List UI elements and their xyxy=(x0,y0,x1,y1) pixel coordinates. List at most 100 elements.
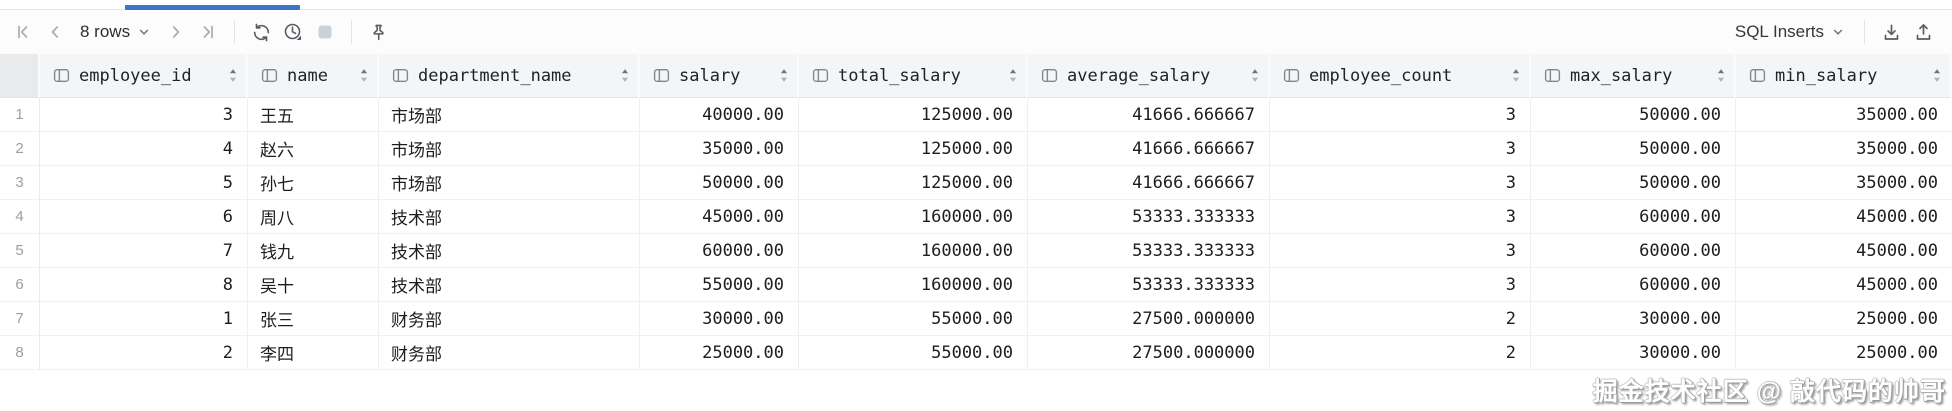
cell-department_name[interactable]: 市场部 xyxy=(379,166,640,200)
cell-department_name[interactable]: 财务部 xyxy=(379,302,640,336)
cell-name[interactable]: 王五 xyxy=(248,98,379,132)
cell-employee_count[interactable]: 3 xyxy=(1270,132,1531,166)
cell-salary[interactable]: 45000.00 xyxy=(640,200,799,234)
cell-total_salary[interactable]: 160000.00 xyxy=(799,268,1028,302)
sort-icon[interactable] xyxy=(1250,68,1260,83)
cell-max_salary[interactable]: 60000.00 xyxy=(1531,234,1736,268)
cell-department_name[interactable]: 市场部 xyxy=(379,98,640,132)
import-data-button[interactable] xyxy=(1908,17,1938,47)
row-number[interactable]: 2 xyxy=(0,132,40,166)
cell-salary[interactable]: 55000.00 xyxy=(640,268,799,302)
cell-salary[interactable]: 25000.00 xyxy=(640,336,799,370)
sort-icon[interactable] xyxy=(1511,68,1521,83)
cell-average_salary[interactable]: 53333.333333 xyxy=(1028,200,1270,234)
row-number[interactable]: 7 xyxy=(0,302,40,336)
cell-total_salary[interactable]: 125000.00 xyxy=(799,166,1028,200)
cell-employee_id[interactable]: 3 xyxy=(40,98,248,132)
cell-average_salary[interactable]: 27500.000000 xyxy=(1028,302,1270,336)
sort-icon[interactable] xyxy=(1932,68,1942,83)
sort-icon[interactable] xyxy=(779,68,789,83)
cell-department_name[interactable]: 财务部 xyxy=(379,336,640,370)
cell-employee_count[interactable]: 2 xyxy=(1270,336,1531,370)
pin-tab-button[interactable] xyxy=(363,17,393,47)
row-number[interactable]: 1 xyxy=(0,98,40,132)
stop-button[interactable] xyxy=(310,17,340,47)
cell-department_name[interactable]: 技术部 xyxy=(379,234,640,268)
column-header-name[interactable]: name xyxy=(248,54,379,98)
next-page-button[interactable] xyxy=(161,17,191,47)
cell-total_salary[interactable]: 160000.00 xyxy=(799,234,1028,268)
cell-max_salary[interactable]: 30000.00 xyxy=(1531,302,1736,336)
cell-min_salary[interactable]: 35000.00 xyxy=(1736,166,1952,200)
cell-total_salary[interactable]: 55000.00 xyxy=(799,302,1028,336)
export-format-dropdown[interactable]: SQL Inserts xyxy=(1727,19,1853,45)
row-number[interactable]: 5 xyxy=(0,234,40,268)
cell-employee_count[interactable]: 3 xyxy=(1270,234,1531,268)
cell-name[interactable]: 赵六 xyxy=(248,132,379,166)
cell-employee_count[interactable]: 3 xyxy=(1270,98,1531,132)
cell-department_name[interactable]: 技术部 xyxy=(379,268,640,302)
cell-total_salary[interactable]: 125000.00 xyxy=(799,132,1028,166)
cell-salary[interactable]: 30000.00 xyxy=(640,302,799,336)
column-header-min_salary[interactable]: min_salary xyxy=(1736,54,1952,98)
cell-average_salary[interactable]: 41666.666667 xyxy=(1028,98,1270,132)
column-header-employee_count[interactable]: employee_count xyxy=(1270,54,1531,98)
reload-button[interactable] xyxy=(246,17,276,47)
page-size-dropdown[interactable]: 8 rows xyxy=(72,19,159,45)
previous-page-button[interactable] xyxy=(40,17,70,47)
cell-employee_id[interactable]: 1 xyxy=(40,302,248,336)
export-data-button[interactable] xyxy=(1876,17,1906,47)
cell-max_salary[interactable]: 60000.00 xyxy=(1531,200,1736,234)
cell-name[interactable]: 李四 xyxy=(248,336,379,370)
cell-min_salary[interactable]: 45000.00 xyxy=(1736,234,1952,268)
row-number[interactable]: 6 xyxy=(0,268,40,302)
cell-max_salary[interactable]: 50000.00 xyxy=(1531,132,1736,166)
first-page-button[interactable] xyxy=(8,17,38,47)
cell-salary[interactable]: 35000.00 xyxy=(640,132,799,166)
last-page-button[interactable] xyxy=(193,17,223,47)
cell-employee_id[interactable]: 7 xyxy=(40,234,248,268)
cell-total_salary[interactable]: 55000.00 xyxy=(799,336,1028,370)
cell-salary[interactable]: 60000.00 xyxy=(640,234,799,268)
cell-max_salary[interactable]: 30000.00 xyxy=(1531,336,1736,370)
column-header-department_name[interactable]: department_name xyxy=(379,54,640,98)
sort-icon[interactable] xyxy=(620,68,630,83)
cell-average_salary[interactable]: 53333.333333 xyxy=(1028,268,1270,302)
row-number[interactable]: 8 xyxy=(0,336,40,370)
cell-average_salary[interactable]: 41666.666667 xyxy=(1028,132,1270,166)
cell-employee_count[interactable]: 3 xyxy=(1270,166,1531,200)
column-header-max_salary[interactable]: max_salary xyxy=(1531,54,1736,98)
cell-salary[interactable]: 40000.00 xyxy=(640,98,799,132)
cell-max_salary[interactable]: 50000.00 xyxy=(1531,98,1736,132)
cell-average_salary[interactable]: 41666.666667 xyxy=(1028,166,1270,200)
cell-employee_id[interactable]: 2 xyxy=(40,336,248,370)
cell-salary[interactable]: 50000.00 xyxy=(640,166,799,200)
cell-min_salary[interactable]: 35000.00 xyxy=(1736,132,1952,166)
cell-min_salary[interactable]: 35000.00 xyxy=(1736,98,1952,132)
sort-icon[interactable] xyxy=(1008,68,1018,83)
column-header-total_salary[interactable]: total_salary xyxy=(799,54,1028,98)
sort-icon[interactable] xyxy=(228,68,238,83)
row-number[interactable]: 3 xyxy=(0,166,40,200)
sort-icon[interactable] xyxy=(359,68,369,83)
row-number[interactable]: 4 xyxy=(0,200,40,234)
cell-employee_count[interactable]: 3 xyxy=(1270,200,1531,234)
column-header-salary[interactable]: salary xyxy=(640,54,799,98)
cell-total_salary[interactable]: 160000.00 xyxy=(799,200,1028,234)
cell-employee_count[interactable]: 2 xyxy=(1270,302,1531,336)
cell-min_salary[interactable]: 25000.00 xyxy=(1736,336,1952,370)
cell-min_salary[interactable]: 25000.00 xyxy=(1736,302,1952,336)
cell-name[interactable]: 周八 xyxy=(248,200,379,234)
cell-name[interactable]: 吴十 xyxy=(248,268,379,302)
column-header-employee_id[interactable]: employee_id xyxy=(40,54,248,98)
cell-name[interactable]: 钱九 xyxy=(248,234,379,268)
cell-average_salary[interactable]: 53333.333333 xyxy=(1028,234,1270,268)
cell-max_salary[interactable]: 60000.00 xyxy=(1531,268,1736,302)
query-history-button[interactable] xyxy=(278,17,308,47)
cell-employee_id[interactable]: 5 xyxy=(40,166,248,200)
cell-employee_id[interactable]: 8 xyxy=(40,268,248,302)
cell-total_salary[interactable]: 125000.00 xyxy=(799,98,1028,132)
cell-min_salary[interactable]: 45000.00 xyxy=(1736,268,1952,302)
sort-icon[interactable] xyxy=(1716,68,1726,83)
cell-average_salary[interactable]: 27500.000000 xyxy=(1028,336,1270,370)
